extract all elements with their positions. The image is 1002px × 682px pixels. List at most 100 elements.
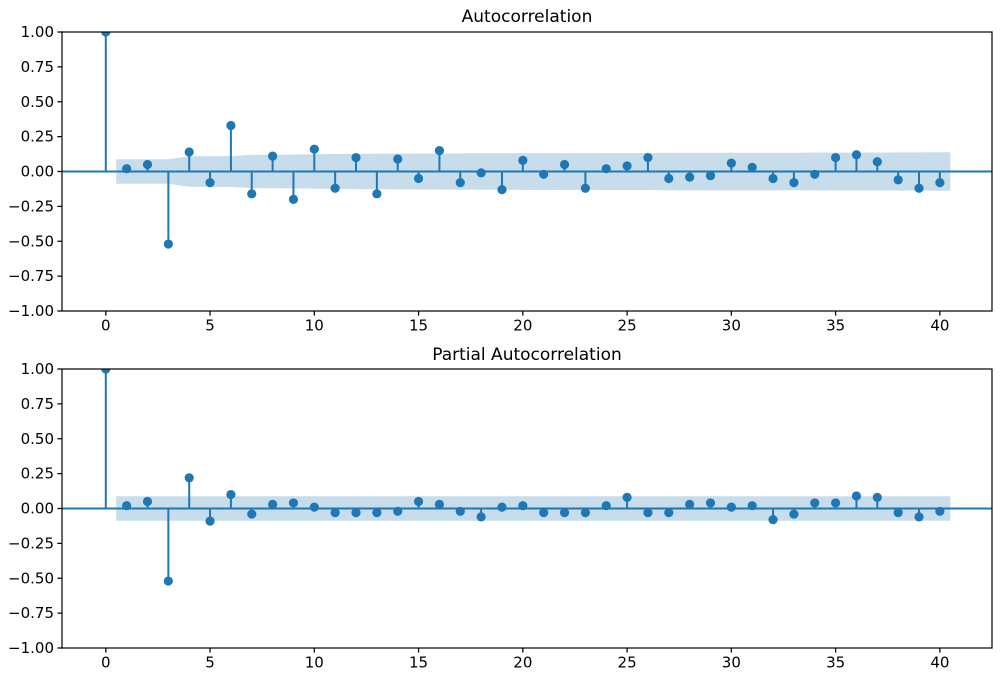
- x-tick-label: 35: [826, 317, 845, 335]
- stems-group: [101, 369, 945, 586]
- y-tick-label: −0.75: [8, 604, 54, 622]
- marker-lag-12: [351, 508, 361, 518]
- marker-lag-8: [268, 499, 278, 509]
- marker-lag-21: [539, 508, 549, 518]
- marker-lag-34: [810, 169, 820, 179]
- x-tick-label: 40: [930, 317, 949, 335]
- marker-lag-28: [685, 172, 695, 182]
- marker-lag-0: [101, 369, 111, 374]
- marker-lag-12: [351, 152, 361, 163]
- marker-lag-17: [455, 506, 465, 516]
- marker-lag-14: [393, 154, 403, 164]
- marker-lag-25: [622, 161, 632, 171]
- marker-lag-32: [768, 173, 778, 184]
- marker-lag-7: [247, 189, 257, 199]
- y-tick-label: −1.00: [8, 639, 54, 657]
- marker-lag-13: [372, 189, 382, 199]
- marker-lag-27: [664, 173, 674, 184]
- marker-lag-16: [434, 499, 445, 509]
- marker-lag-8: [268, 151, 278, 161]
- marker-lag-29: [705, 171, 716, 181]
- marker-lag-38: [893, 175, 903, 185]
- marker-lag-11: [330, 183, 340, 193]
- marker-lag-3: [163, 239, 173, 249]
- marker-lag-39: [914, 512, 924, 522]
- y-tick-label: 0.75: [21, 58, 54, 76]
- marker-lag-19: [497, 502, 507, 512]
- marker-lag-1: [122, 501, 132, 511]
- marker-lag-25: [622, 492, 632, 502]
- marker-lag-6: [226, 120, 236, 131]
- marker-lag-10: [309, 144, 319, 154]
- marker-lag-18: [476, 512, 486, 522]
- y-tick-label: −1.00: [8, 302, 54, 320]
- marker-lag-11: [330, 508, 340, 518]
- marker-lag-38: [893, 508, 903, 518]
- y-tick-label: 0.50: [21, 430, 54, 448]
- marker-lag-31: [747, 501, 757, 511]
- marker-lag-6: [226, 489, 236, 500]
- marker-lag-22: [559, 159, 570, 170]
- marker-lag-18: [476, 168, 486, 178]
- marker-lag-21: [539, 169, 549, 179]
- y-tick-label: 1.00: [21, 360, 54, 378]
- marker-lag-1: [122, 164, 132, 174]
- acf-plot-title: Autocorrelation: [462, 7, 593, 27]
- marker-lag-40: [935, 506, 945, 516]
- x-tick-label: 35: [826, 654, 845, 672]
- marker-lag-16: [434, 145, 445, 156]
- x-tick-label: 0: [101, 317, 111, 335]
- marker-lag-28: [685, 499, 695, 509]
- marker-lag-5: [205, 516, 215, 526]
- y-tick-label: −0.25: [8, 534, 54, 552]
- marker-lag-40: [935, 178, 945, 188]
- marker-lag-2: [142, 496, 153, 507]
- x-tick-label: 0: [101, 654, 111, 672]
- x-tick-label: 15: [409, 317, 428, 335]
- x-tick-label: 20: [513, 654, 532, 672]
- pacf-subplot: 0 5 10 15 20 25 30 35 40 1.00 0.75 0.50 0.25 0.00 −0.2…: [8, 345, 993, 672]
- marker-lag-30: [726, 502, 736, 512]
- marker-lag-19: [497, 185, 507, 195]
- y-tick-label: −0.25: [8, 197, 54, 215]
- marker-lag-17: [455, 178, 465, 188]
- marker-lag-39: [914, 183, 924, 193]
- marker-lag-9: [288, 498, 299, 508]
- marker-lag-33: [789, 178, 799, 188]
- acf-subplot: 0 5 10 15 20 25 30 35 40 1.00 0.75 0.50 0.25 0.00 −0.2…: [8, 7, 993, 335]
- y-tick-label: 0.25: [21, 465, 54, 483]
- marker-lag-26: [643, 508, 653, 518]
- marker-lag-36: [851, 150, 862, 160]
- x-tick-label: 25: [618, 654, 637, 672]
- marker-lag-37: [872, 157, 882, 167]
- marker-lag-9: [288, 194, 299, 204]
- marker-lag-30: [726, 158, 736, 168]
- marker-lag-13: [372, 508, 382, 518]
- marker-lag-7: [247, 509, 257, 519]
- marker-lag-35: [831, 498, 841, 508]
- x-tick-label: 40: [930, 654, 949, 672]
- marker-lag-24: [601, 501, 611, 511]
- y-tick-label: −0.50: [8, 232, 54, 250]
- marker-lag-35: [831, 152, 841, 163]
- marker-lag-5: [205, 178, 215, 188]
- y-tick-label: 0.00: [21, 163, 54, 181]
- marker-lag-3: [163, 576, 173, 586]
- marker-lag-15: [413, 496, 424, 507]
- y-tick-label: 0.75: [21, 395, 54, 413]
- marker-lag-36: [851, 491, 862, 501]
- marker-lag-10: [309, 502, 319, 512]
- y-tick-label: 1.00: [21, 23, 54, 41]
- marker-lag-15: [413, 173, 424, 184]
- x-tick-label: 30: [722, 317, 741, 335]
- marker-lag-20: [518, 155, 528, 165]
- marker-lag-22: [559, 508, 570, 518]
- x-tick-label: 5: [205, 317, 215, 335]
- x-tick-label: 15: [409, 654, 428, 672]
- y-tick-label: −0.50: [8, 569, 54, 587]
- marker-lag-20: [518, 501, 528, 511]
- marker-lag-37: [872, 492, 882, 502]
- x-tick-label: 20: [513, 317, 532, 335]
